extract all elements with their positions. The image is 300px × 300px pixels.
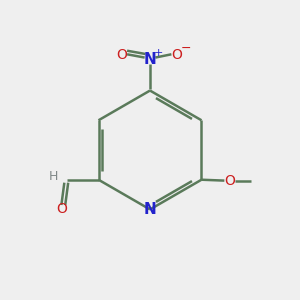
Text: O: O (224, 174, 235, 188)
Text: −: − (180, 42, 191, 55)
Text: N: N (144, 52, 156, 67)
Text: H: H (48, 170, 58, 183)
Text: N: N (144, 202, 156, 217)
Text: +: + (154, 48, 163, 58)
Text: O: O (56, 202, 67, 216)
Text: O: O (116, 48, 127, 62)
Text: O: O (171, 48, 182, 62)
